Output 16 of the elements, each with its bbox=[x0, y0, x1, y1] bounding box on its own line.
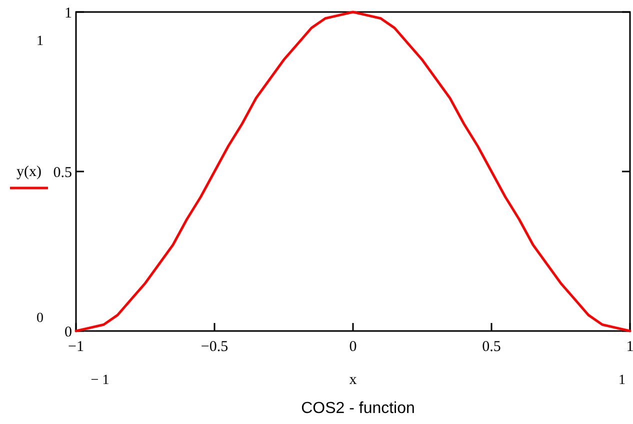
text: y(x) bbox=[16, 164, 42, 180]
x-tick-label: 1 bbox=[626, 339, 633, 355]
x-axis-title: x bbox=[349, 372, 358, 388]
y-tick-label: 0.5 bbox=[53, 164, 72, 181]
text: − 1 bbox=[90, 373, 110, 388]
line-series bbox=[74, 10, 632, 332]
x-tick-label: 0.5 bbox=[482, 339, 501, 355]
text: 1 bbox=[618, 373, 626, 388]
x-tick-label: −1 bbox=[68, 339, 84, 355]
text: COS2 - function bbox=[301, 400, 415, 417]
text: 0 bbox=[36, 311, 44, 326]
y-tick-label: 0 bbox=[64, 324, 72, 340]
x-tick-label: −0.5 bbox=[200, 339, 228, 355]
y-tick-label: 1 bbox=[64, 5, 72, 22]
text: 1 bbox=[36, 34, 44, 49]
x-tick-label: 0 bbox=[349, 339, 357, 355]
